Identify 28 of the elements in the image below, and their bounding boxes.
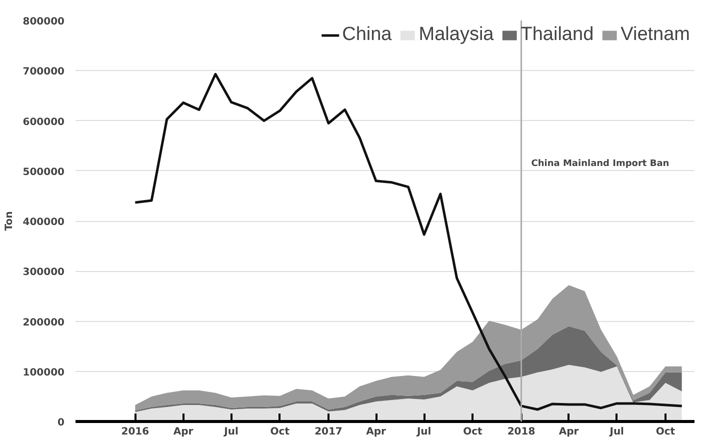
x-tick-label: Oct bbox=[656, 426, 676, 438]
ref-line-label: China Mainland Import Ban bbox=[531, 158, 670, 169]
x-tick-label: 2016 bbox=[121, 426, 150, 438]
y-tick-label: 0 bbox=[58, 418, 65, 428]
legend-label: China bbox=[342, 24, 392, 46]
x-tick-label: Jul bbox=[608, 426, 624, 438]
x-tick-label: Jul bbox=[416, 426, 432, 438]
y-tick-label: 100000 bbox=[22, 367, 65, 378]
y-tick-label: 300000 bbox=[22, 267, 65, 278]
x-tick-label: Apr bbox=[558, 426, 579, 438]
y-tick-label: 400000 bbox=[22, 217, 65, 228]
y-tick-label: 800000 bbox=[22, 16, 65, 28]
x-tick-label: Apr bbox=[173, 426, 194, 438]
x-tick-label: Jul bbox=[223, 426, 238, 438]
y-tick-label: 500000 bbox=[22, 166, 65, 178]
y-tick-label: 200000 bbox=[22, 317, 65, 328]
y-tick-label: 600000 bbox=[22, 116, 65, 128]
legend-label: Malaysia bbox=[418, 24, 494, 46]
x-tick-label: Oct bbox=[463, 426, 482, 438]
x-tick-label: 2017 bbox=[314, 426, 342, 438]
legend-label: Vietnam bbox=[620, 24, 690, 46]
legend-label: Thailand bbox=[520, 24, 594, 46]
y-tick-label: 700000 bbox=[22, 66, 65, 78]
x-tick-label: Oct bbox=[270, 426, 290, 438]
x-tick-label: 2018 bbox=[507, 426, 536, 438]
y-axis-title: Ton bbox=[4, 211, 15, 231]
x-tick-label: Apr bbox=[366, 426, 386, 438]
line-series bbox=[134, 72, 684, 411]
